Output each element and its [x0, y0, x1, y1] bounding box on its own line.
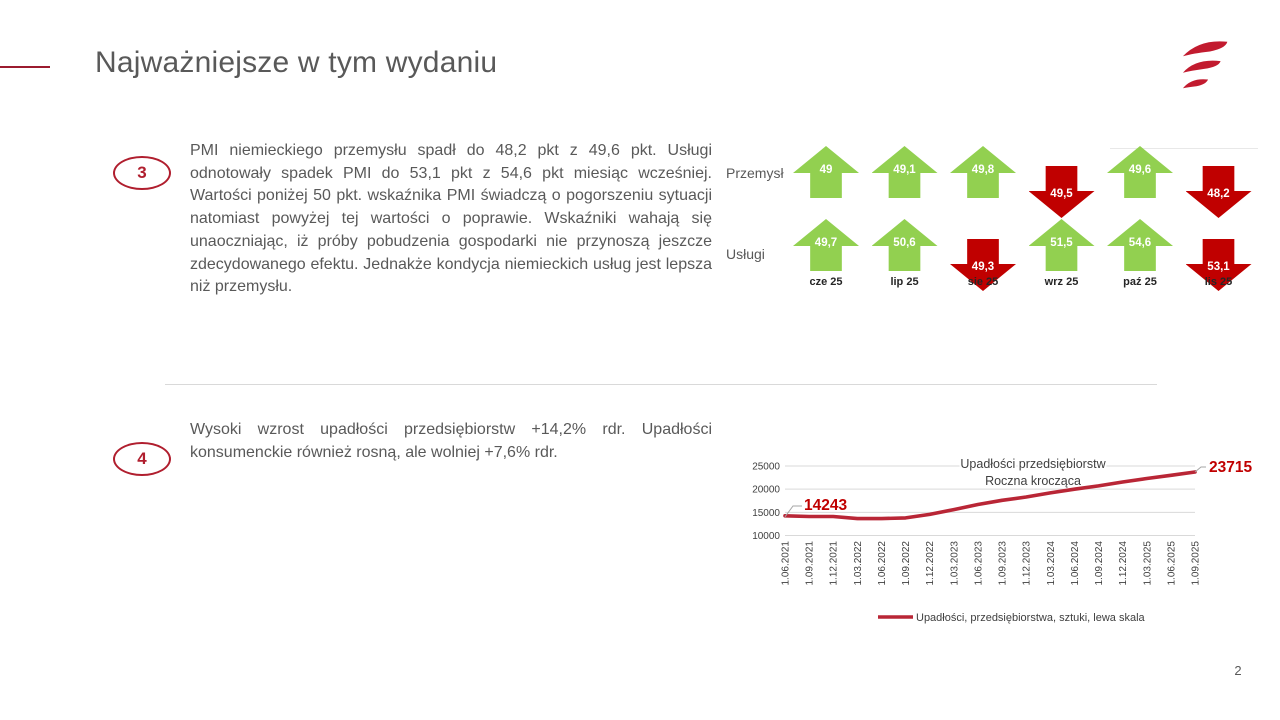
item-4-number-badge: 4	[113, 442, 171, 476]
data-line	[783, 470, 1197, 521]
x-tick-label: 1.09.2021	[805, 541, 816, 586]
item-3-number-badge: 3	[113, 156, 171, 190]
line-chart-svg: 10000 15000 20000 25000 Upadłości przedsiębi…	[752, 455, 1252, 624]
arrow-up-icon: 49,7	[793, 219, 859, 271]
y-tick-label: 25000	[752, 462, 780, 473]
title-accent-dash	[0, 66, 50, 68]
panel-border-line	[1110, 148, 1258, 149]
chart-title: Upadłości przedsiębiorstw	[960, 457, 1106, 471]
legend-label: Upadłości, przedsiębiorstwa, sztuki, lew…	[916, 612, 1146, 624]
x-tick-label: 1.12.2024	[1118, 541, 1129, 586]
x-tick-label: 1.09.2023	[998, 541, 1009, 586]
month-label: lip 25	[890, 276, 919, 288]
item-3-number: 3	[137, 163, 147, 182]
month-label: paź 25	[1123, 276, 1157, 288]
arrow-value: 49,3	[971, 260, 995, 273]
page-number: 2	[1234, 663, 1242, 678]
x-tick-label: 1.03.2025	[1142, 541, 1153, 586]
arrow-up-icon: 49	[793, 146, 859, 198]
x-tick-label: 1.09.2024	[1094, 541, 1105, 586]
page-title: Najważniejsze w tym wydaniu	[95, 46, 498, 79]
arrow-value: 50,6	[893, 236, 916, 249]
item-4-text: Wysoki wzrost upadłości przedsiębiorstw …	[190, 421, 712, 461]
pmi-arrow-chart: Przemysł 49 49,1 49,8 49,5 49,6 48,2 Usługi 49,7…	[720, 140, 1268, 298]
arrow-value: 54,6	[1128, 236, 1152, 249]
bankruptcy-line-chart: 10000 15000 20000 25000 Upadłości przedsiębi…	[742, 450, 1270, 635]
arrow-value: 48,2	[1207, 187, 1230, 200]
arrow-value: 49,5	[1050, 187, 1073, 200]
arrow-up-icon: 54,6	[1107, 219, 1173, 271]
arrow-up-icon: 50,6	[871, 219, 938, 271]
x-tick-label: 1.09.2022	[901, 541, 912, 586]
last-point-label: 23715	[1209, 459, 1252, 476]
first-point-label: 14243	[804, 497, 847, 514]
arrow-down-icon: 49,5	[1028, 166, 1095, 218]
arrow-up-icon: 49,1	[871, 146, 938, 198]
arrow-up-icon: 51,5	[1028, 219, 1095, 271]
arrow-up-icon: 49,6	[1107, 146, 1173, 198]
month-label: sie 25	[967, 276, 999, 288]
arrow-value: 51,5	[1050, 236, 1073, 249]
arrow-value: 49,1	[893, 163, 916, 176]
arrow-value: 53,1	[1207, 260, 1230, 273]
y-tick-label: 10000	[752, 531, 780, 542]
arrow-value: 49,8	[971, 163, 995, 176]
logo-stripes	[1182, 41, 1228, 89]
x-tick-label: 1.12.2021	[829, 541, 840, 586]
arrow-up-icon: 49,8	[950, 146, 1016, 198]
brand-logo	[1182, 41, 1228, 89]
chart-subtitle: Roczna krocząca	[985, 474, 1081, 488]
section-divider	[165, 384, 1157, 385]
x-tick-label: 1.06.2022	[877, 541, 888, 586]
y-tick-label: 20000	[752, 485, 780, 496]
x-tick-label: 1.06.2025	[1166, 541, 1177, 586]
arrow-value: 49	[819, 163, 833, 176]
month-label: wrz 25	[1044, 276, 1079, 288]
x-tick-label: 1.06.2021	[781, 541, 792, 586]
row-label-uslugi: Usługi	[726, 246, 765, 262]
x-tick-label: 1.06.2024	[1070, 541, 1081, 586]
leader-line-last	[1194, 466, 1206, 473]
row-label-przemysl: Przemysł	[726, 165, 784, 181]
x-tick-label: 1.03.2022	[853, 541, 864, 586]
arrow-value: 49,6	[1128, 163, 1152, 176]
x-tick-label: 1.12.2023	[1022, 541, 1033, 586]
month-label: cze 25	[809, 276, 843, 288]
x-tick-label: 1.09.2025	[1191, 541, 1202, 586]
month-label: lis 25	[1204, 276, 1233, 288]
arrow-value: 49,7	[814, 236, 838, 249]
item-4-number: 4	[137, 449, 147, 468]
item-3-text: PMI niemieckiego przemysłu spadł do 48,2…	[190, 142, 712, 296]
x-tick-label: 1.03.2024	[1046, 541, 1057, 586]
x-tick-label: 1.03.2023	[949, 541, 960, 586]
x-tick-label: 1.06.2023	[973, 541, 984, 586]
x-tick-label: 1.12.2022	[925, 541, 936, 586]
leader-line-first	[784, 505, 802, 518]
y-tick-label: 15000	[752, 508, 780, 519]
arrow-down-icon: 48,2	[1185, 166, 1252, 218]
